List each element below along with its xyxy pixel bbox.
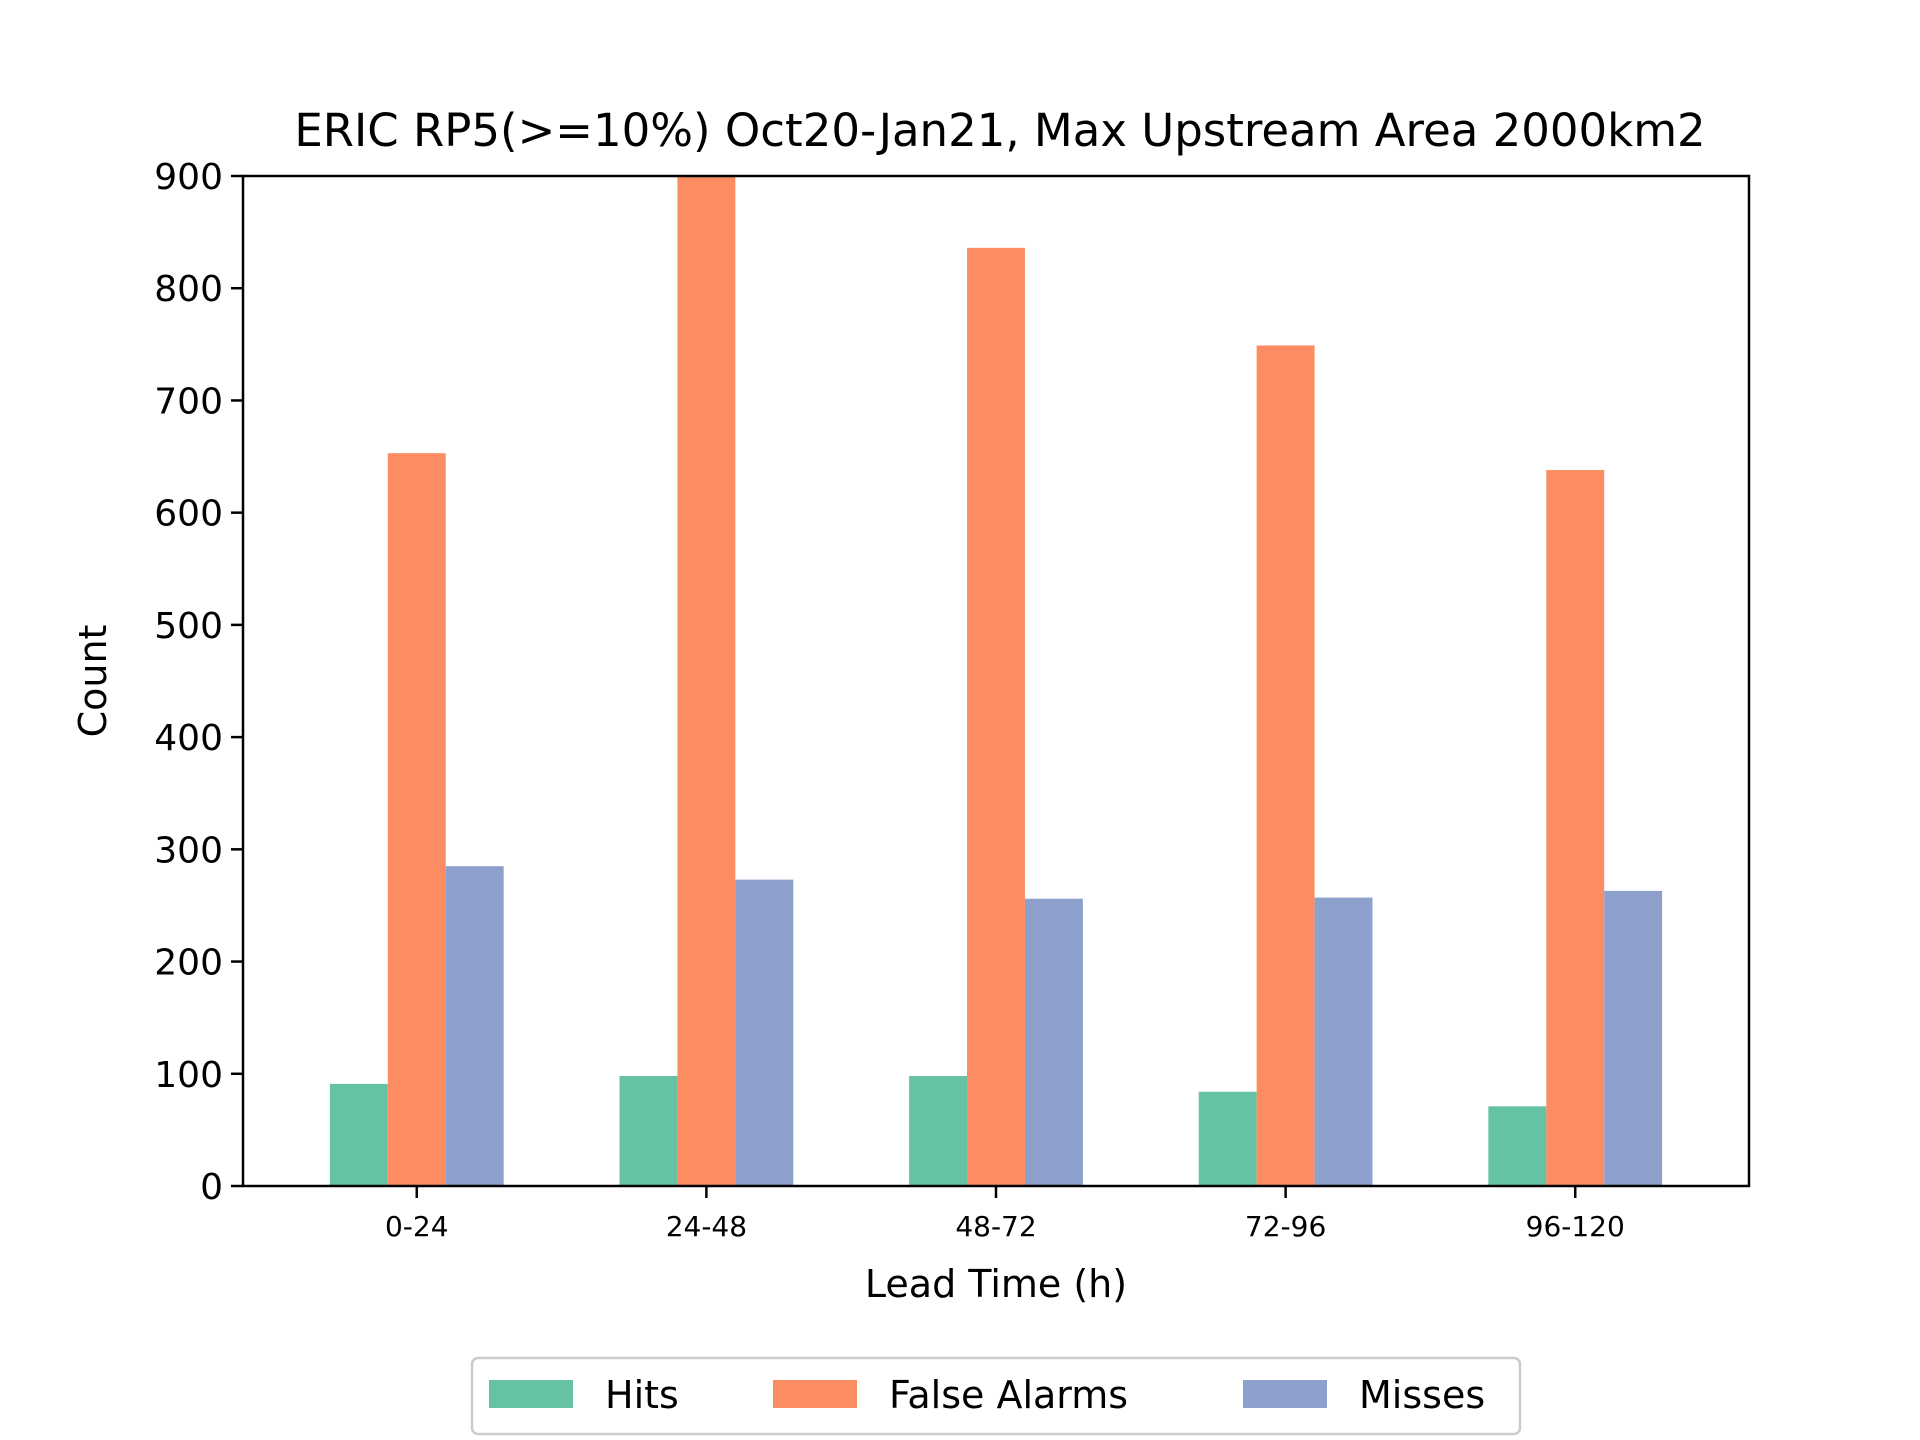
y-tick-label: 300	[154, 830, 223, 871]
bar-false-alarms-24-48	[677, 176, 736, 1186]
legend-items: Hits False Alarms Misses	[489, 1373, 1485, 1417]
bar-misses-0-24	[445, 866, 504, 1186]
legend: Hits False Alarms Misses	[470, 1356, 1522, 1436]
legend-label-misses: Misses	[1359, 1373, 1485, 1417]
y-axis-ticks: 0 100 200 300 400 500 600 700 800 900	[154, 157, 243, 1208]
bar-misses-24-48	[735, 879, 794, 1186]
y-axis-label: Count	[71, 625, 115, 738]
bar-misses-48-72	[1024, 898, 1083, 1186]
y-tick-label: 400	[154, 718, 223, 759]
legend-swatch-false-alarms	[773, 1380, 857, 1408]
y-tick-label: 500	[154, 606, 223, 647]
y-tick-label: 200	[154, 943, 223, 984]
y-tick-label: 600	[154, 494, 223, 535]
x-tick-label: 24-48	[666, 1210, 747, 1243]
legend-swatch-misses	[1243, 1380, 1327, 1408]
y-tick-label: 100	[154, 1055, 223, 1096]
legend-swatch-hits	[489, 1380, 573, 1408]
plot-frame	[241, 174, 1751, 1188]
y-tick-label: 900	[154, 157, 223, 198]
x-axis-label: Lead Time (h)	[865, 1262, 1127, 1306]
x-tick-label: 48-72	[955, 1210, 1036, 1243]
bars-group	[329, 176, 1663, 1187]
bar-false-alarms-72-96	[1256, 345, 1315, 1187]
bar-misses-72-96	[1314, 897, 1373, 1186]
bar-hits-24-48	[619, 1076, 678, 1186]
bar-false-alarms-96-120	[1546, 470, 1605, 1186]
legend-label-false-alarms: False Alarms	[889, 1373, 1128, 1417]
bar-hits-72-96	[1198, 1091, 1257, 1186]
bar-hits-48-72	[909, 1076, 968, 1186]
bar-false-alarms-48-72	[967, 247, 1025, 1186]
chart-title: ERIC RP5(>=10%) Oct20-Jan21, Max Upstrea…	[294, 104, 1705, 157]
y-tick-label: 0	[200, 1167, 223, 1208]
x-tick-label: 96-120	[1526, 1210, 1625, 1243]
x-axis-ticks: 0-24 24-48 48-72 72-96 96-120	[385, 1186, 1625, 1243]
y-tick-label: 800	[154, 269, 223, 310]
bar-hits-0-24	[329, 1083, 388, 1186]
legend-frame	[470, 1356, 1522, 1436]
bar-false-alarms-0-24	[387, 453, 446, 1186]
legend-label-hits: Hits	[605, 1373, 679, 1417]
x-tick-label: 0-24	[385, 1210, 449, 1243]
y-tick-label: 700	[154, 381, 223, 422]
x-tick-label: 72-96	[1245, 1210, 1326, 1243]
bar-hits-96-120	[1488, 1106, 1547, 1186]
bar-misses-96-120	[1604, 890, 1663, 1186]
